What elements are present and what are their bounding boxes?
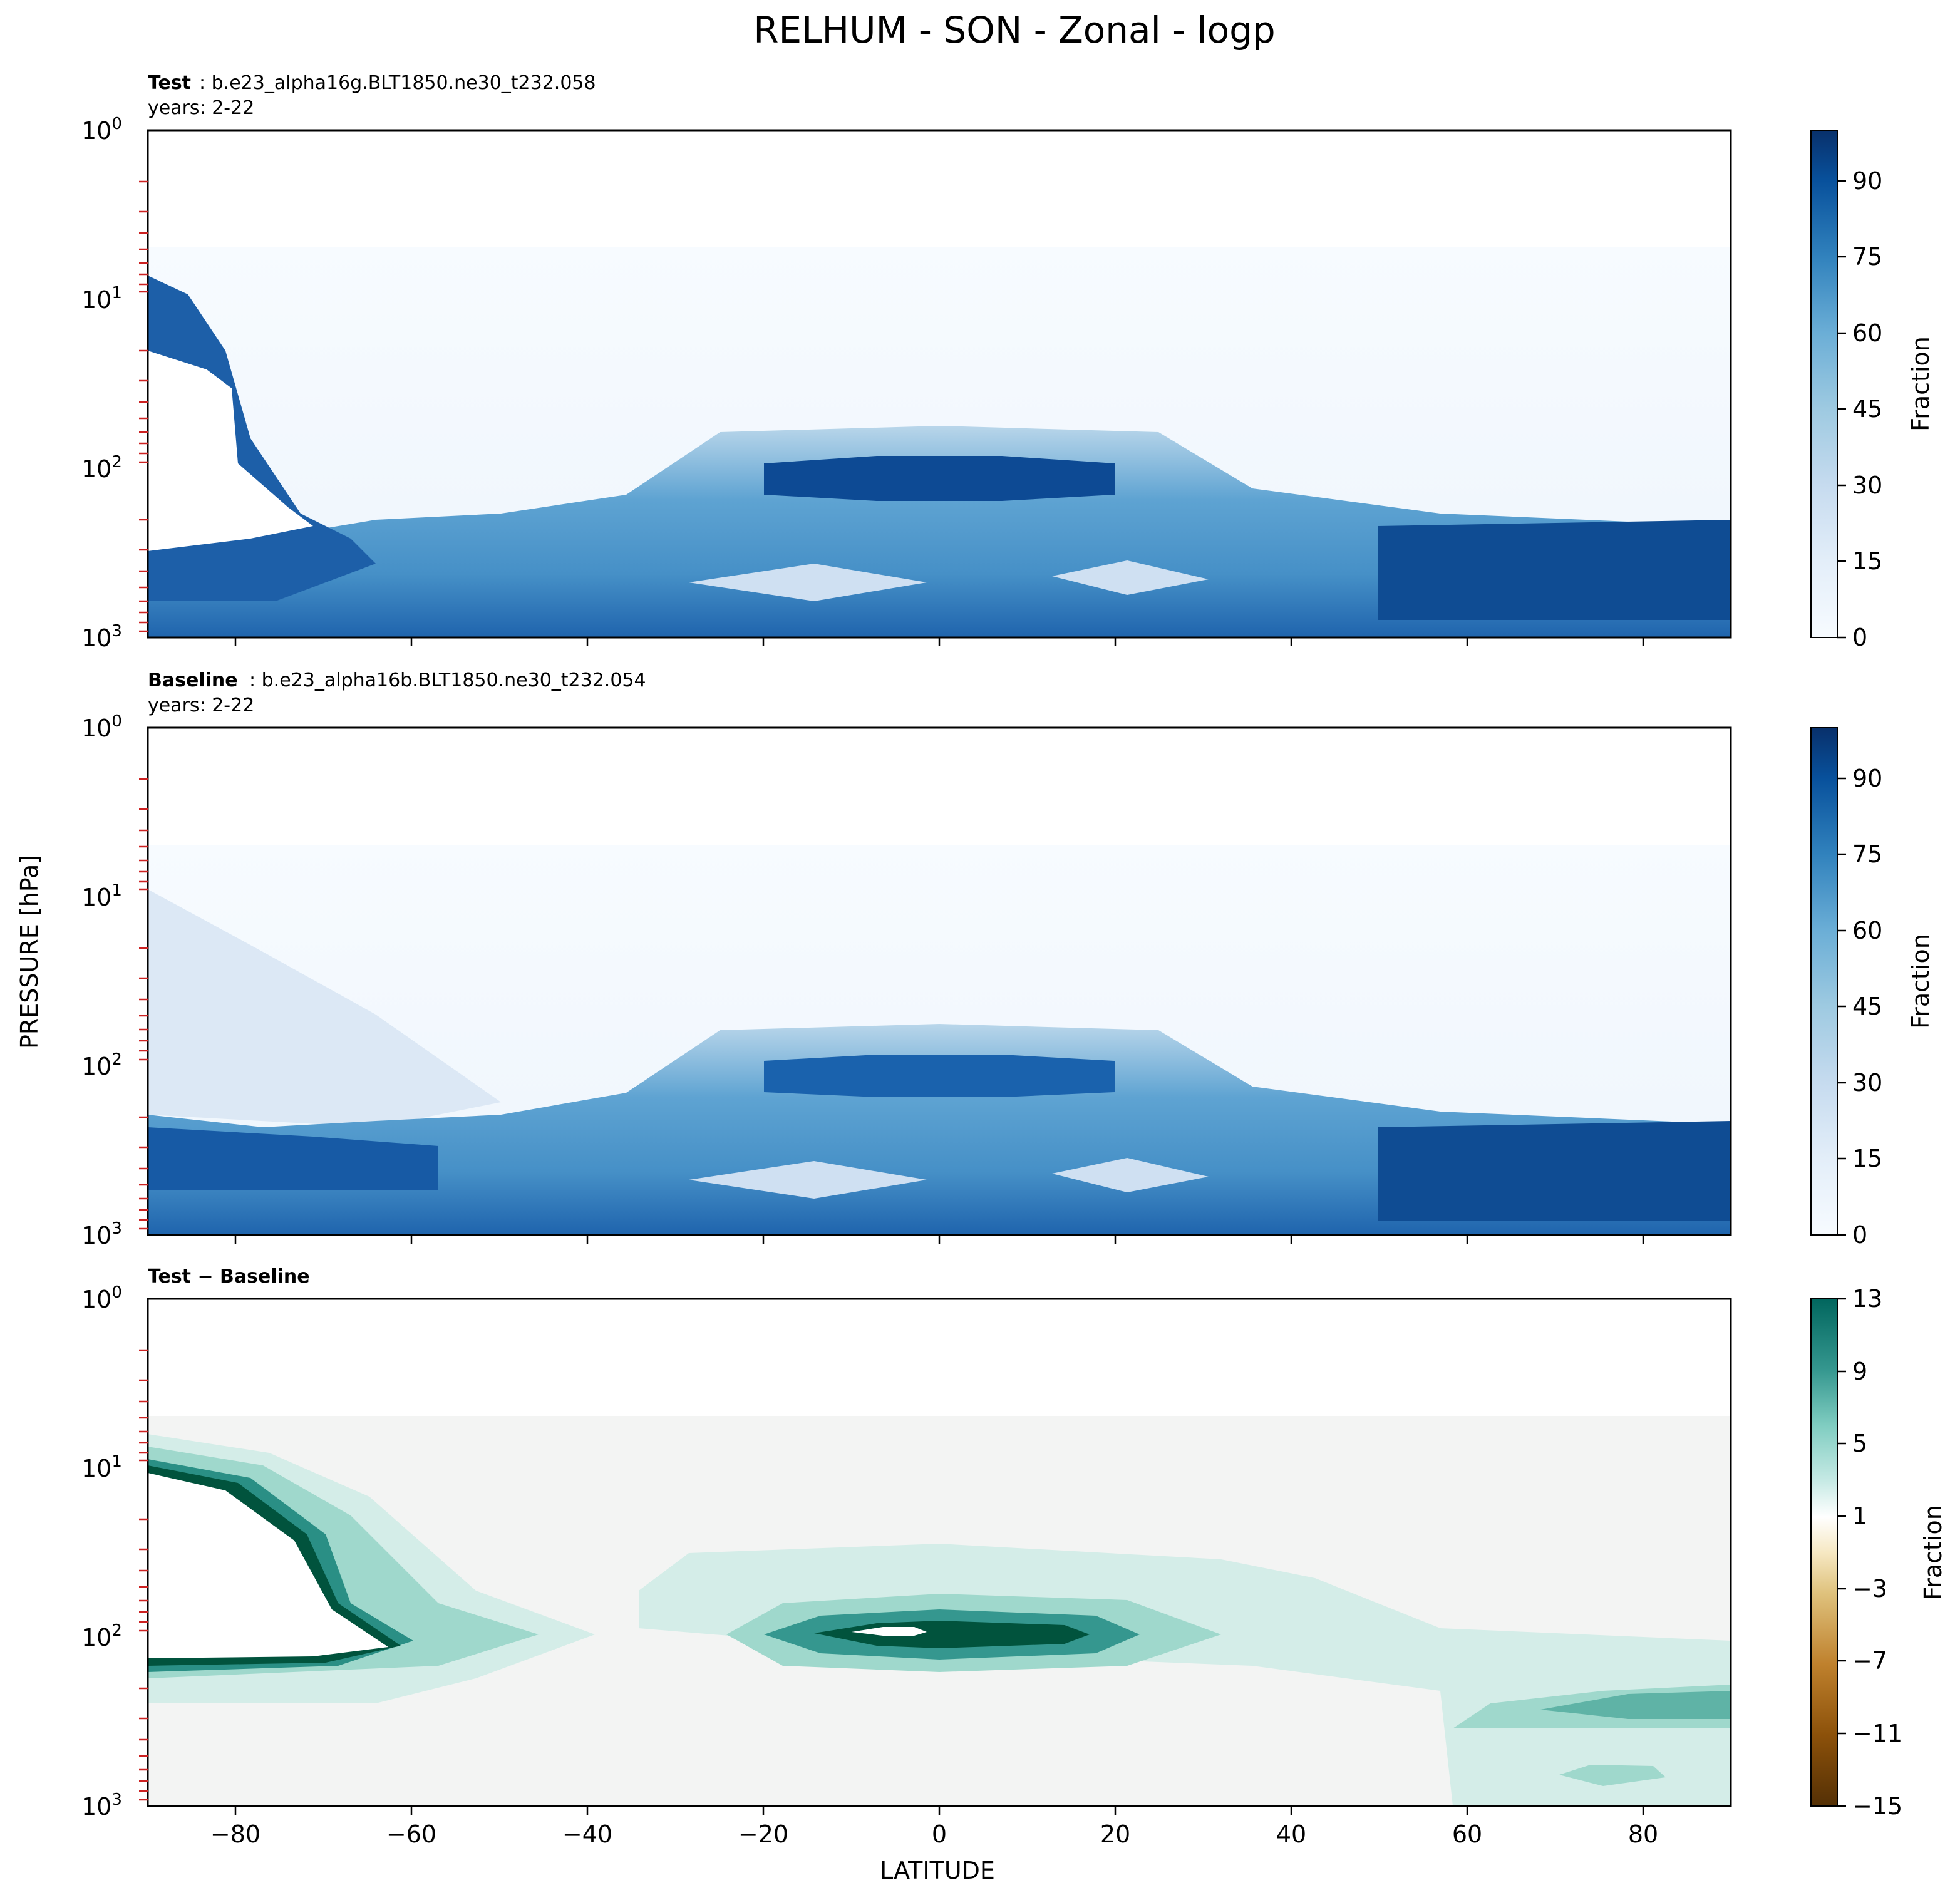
y-axis-label: PRESSURE [hPa]: [16, 855, 43, 1049]
test-south-polar-mask: [148, 351, 313, 551]
diff-cbar-tick-m3: −3: [1852, 1575, 1887, 1603]
panel-baseline-title-bold: Baseline: [148, 669, 238, 691]
panel-difference-colorbar: −15 −11 −7 −3 1 5 9 13 Fraction: [1810, 1285, 1947, 1820]
panel-test-years: years: 2-22: [148, 97, 254, 119]
panel-test: Test : b.e23_alpha16g.BLT1850.ne30_t232.…: [81, 72, 1934, 652]
test-tropical-upper-max: [764, 456, 1115, 501]
xtick-label-m40: −40: [562, 1820, 612, 1848]
diff-cbar-tick-5: 5: [1852, 1430, 1867, 1457]
diff-ytick-10: 101: [81, 1452, 122, 1482]
baseline-tropical-upper-max: [764, 1055, 1115, 1097]
diff-tropical-band-mask: [852, 1627, 927, 1636]
baseline-cbar-label: Fraction: [1907, 934, 1934, 1029]
xtick-label-80: 80: [1628, 1820, 1658, 1848]
baseline-cbar-tick-90: 90: [1852, 765, 1882, 792]
xtick-label-40: 40: [1276, 1820, 1306, 1848]
figure-title: RELHUM - SON - Zonal - logp: [753, 9, 1276, 51]
test-ytick-10: 101: [81, 284, 122, 314]
baseline-south-polar-upper: [148, 889, 501, 1127]
test-cbar-tick-90: 90: [1852, 167, 1882, 195]
panel-baseline-plot: [147, 726, 1732, 1236]
baseline-cbar-tick-45: 45: [1852, 993, 1882, 1020]
diff-cbar-label: Fraction: [1919, 1505, 1947, 1600]
panel-test-title-bold: Test: [148, 72, 191, 94]
baseline-subtropical-moist-contour: [148, 1024, 1731, 1235]
baseline-north-polar-max: [1378, 1121, 1731, 1221]
test-ytick-100: 102: [81, 453, 122, 483]
xtick-label-20: 20: [1100, 1820, 1130, 1848]
panel-baseline: Baseline : b.e23_alpha16b.BLT1850.ne30_t…: [81, 669, 1934, 1249]
panel-test-xticks: [234, 638, 1644, 646]
panel-difference-title: Test − Baseline: [148, 1266, 310, 1288]
test-cbar-tick-45: 45: [1852, 395, 1882, 423]
diff-ytick-1000: 103: [81, 1790, 122, 1820]
baseline-subtropical-dry-right: [1052, 1158, 1209, 1192]
panel-difference: Test − Baseline: [81, 1266, 1947, 1848]
panel-test-title-case: : b.e23_alpha16g.BLT1850.ne30_t232.058: [199, 72, 596, 94]
xtick-label-m60: −60: [386, 1820, 436, 1848]
baseline-ytick-10: 101: [81, 881, 122, 911]
baseline-cbar-tick-75: 75: [1852, 840, 1882, 868]
baseline-subtropical-dry-left: [689, 1161, 927, 1199]
panel-baseline-colorbar: 0 15 30 45 60 75 90 Fraction: [1810, 727, 1934, 1249]
baseline-cbar-tick-30: 30: [1852, 1069, 1882, 1097]
test-cbar-label: Fraction: [1907, 336, 1934, 431]
baseline-cbar-tick-0: 0: [1852, 1221, 1867, 1249]
x-axis-label: LATITUDE: [880, 1857, 995, 1884]
xtick-label-m80: −80: [210, 1820, 260, 1848]
baseline-ytick-100: 102: [81, 1050, 122, 1080]
baseline-ytick-1000: 103: [81, 1219, 122, 1249]
baseline-ytick-1: 100: [81, 712, 122, 742]
xtick-label-0: 0: [932, 1820, 947, 1848]
diff-north-polar-core: [1540, 1691, 1731, 1719]
test-north-polar-max: [1378, 520, 1731, 620]
diff-ytick-1: 100: [81, 1283, 122, 1313]
test-cbar-tick-0: 0: [1852, 624, 1867, 651]
panel-test-colorbar: 0 15 30 45 60 75 90 Fraction: [1810, 130, 1934, 651]
baseline-cbar-tick-15: 15: [1852, 1145, 1882, 1172]
diff-cbar-tick-13: 13: [1852, 1285, 1882, 1313]
test-cbar-tick-75: 75: [1852, 243, 1882, 271]
panel-baseline-years: years: 2-22: [148, 694, 254, 716]
diff-cbar-tick-1: 1: [1852, 1502, 1867, 1530]
test-cbar-tick-30: 30: [1852, 472, 1882, 499]
diff-cbar-tick-9: 9: [1852, 1358, 1867, 1385]
panel-difference-xticks: −80 −60 −40 −20 0 20 40 60 80: [210, 1806, 1658, 1848]
baseline-south-polar-low: [148, 1127, 438, 1190]
xtick-label-m20: −20: [738, 1820, 788, 1848]
test-ytick-1000: 103: [81, 622, 122, 652]
diff-north-surface-increase: [1559, 1765, 1666, 1786]
panel-difference-plot: [147, 1298, 1732, 1807]
test-subtropical-moist-contour: [148, 426, 1731, 638]
diff-cbar-tick-m11: −11: [1852, 1720, 1902, 1747]
baseline-cbar-tick-60: 60: [1852, 917, 1882, 944]
panel-test-yticks: 100 101 102 103: [81, 115, 148, 652]
test-subtropical-dry-left: [689, 564, 927, 601]
test-ytick-1: 100: [81, 115, 122, 145]
panel-difference-yticks: 100 101 102 103: [81, 1283, 148, 1820]
test-cbar-tick-60: 60: [1852, 319, 1882, 347]
diff-cbar-tick-m7: −7: [1852, 1647, 1887, 1675]
diff-cbar-tick-m15: −15: [1852, 1792, 1902, 1820]
panel-baseline-title-case: : b.e23_alpha16b.BLT1850.ne30_t232.054: [249, 669, 646, 691]
xtick-label-60: 60: [1452, 1820, 1482, 1848]
test-subtropical-dry-right: [1052, 560, 1209, 595]
panel-test-plot: [147, 129, 1732, 639]
panel-baseline-xticks: [234, 1235, 1644, 1244]
panel-baseline-yticks: 100 101 102 103: [81, 712, 148, 1249]
diff-ytick-100: 102: [81, 1621, 122, 1651]
diff-south-polar-mask: [148, 1473, 388, 1658]
test-cbar-tick-15: 15: [1852, 547, 1882, 575]
